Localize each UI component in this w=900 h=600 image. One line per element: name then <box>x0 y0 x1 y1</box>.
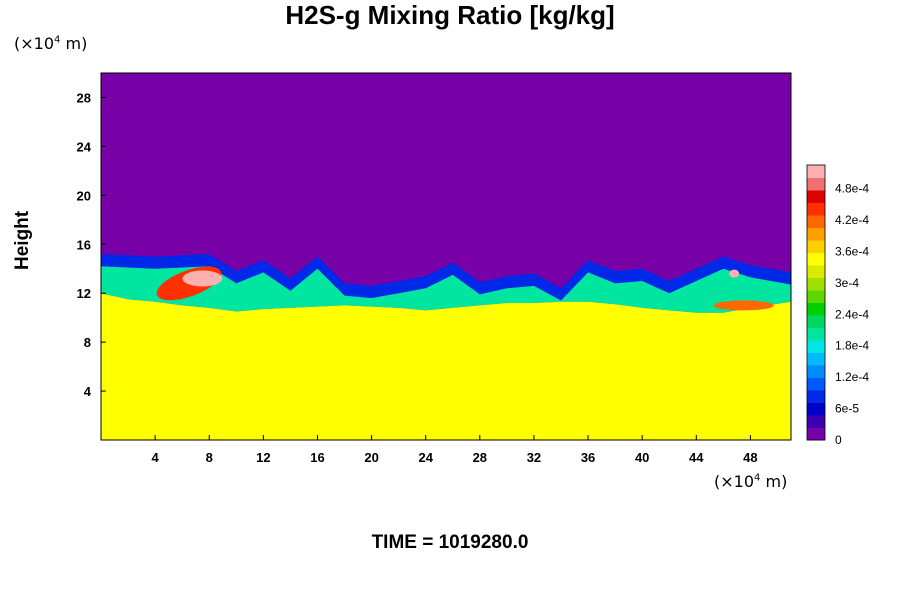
x-axis-unit: (×104 m) <box>714 472 788 491</box>
colorbar-swatch <box>807 265 825 278</box>
colorbar-frame <box>806 164 826 441</box>
y-tick-label: 16 <box>77 237 91 252</box>
colorbar-swatch <box>807 240 825 253</box>
colorbar-label: 6e-5 <box>835 402 859 416</box>
x-tick-label: 4 <box>152 450 160 465</box>
colorbar-swatch <box>807 352 825 366</box>
colorbar-swatch <box>807 402 825 416</box>
colorbar: 0 6e-5 1.2e-4 1.8e-4 2.4e-4 3e-4 3.6e-4 4.2e-4 4… <box>806 164 869 447</box>
colorbar-label: 0 <box>835 433 842 447</box>
time-label: TIME = 1019280.0 <box>371 532 529 553</box>
colorbar-swatch <box>807 302 825 316</box>
colorbar-label: 1.8e-4 <box>835 339 869 353</box>
y-axis-unit: (×104 m) <box>14 34 88 53</box>
colorbar-swatch <box>807 252 825 266</box>
colorbar-swatch <box>807 327 825 341</box>
colorbar-swatch <box>807 290 825 303</box>
colorbar-label: 4.8e-4 <box>835 182 869 196</box>
colorbar-swatch <box>807 415 825 428</box>
colorbar-label: 1.2e-4 <box>835 370 869 384</box>
plot-frame <box>100 72 792 441</box>
colorbar-swatch <box>807 227 825 241</box>
x-tick-label: 20 <box>364 450 378 465</box>
colorbar-swatch <box>807 365 825 378</box>
y-tick-label: 28 <box>77 90 91 105</box>
colorbar-swatch <box>807 277 825 291</box>
y-tick-label: 24 <box>77 139 92 154</box>
x-tick-label: 12 <box>256 450 270 465</box>
x-tick-label: 24 <box>418 450 433 465</box>
colorbar-swatch <box>807 427 825 441</box>
colorbar-swatch <box>807 165 825 178</box>
x-tick-label: 28 <box>473 450 487 465</box>
y-tick-label: 12 <box>77 286 91 301</box>
colorbar-swatch <box>807 177 825 191</box>
heatmap-field <box>101 73 791 440</box>
x-tick-label: 8 <box>206 450 213 465</box>
plume-right <box>713 300 774 311</box>
plume-right-core <box>729 269 740 278</box>
colorbar-label: 4.2e-4 <box>835 213 869 227</box>
colorbar-swatch <box>807 215 825 228</box>
colorbar-swatch <box>807 340 825 353</box>
colorbar-swatch <box>807 315 825 328</box>
mixing-layer-inner <box>101 266 791 313</box>
colorbar-swatch <box>807 202 825 216</box>
y-tick-label: 4 <box>84 384 92 399</box>
x-tick-label: 40 <box>635 450 649 465</box>
colorbar-swatch <box>807 190 825 203</box>
y-axis-ticks: 4 8 12 16 20 24 28 <box>77 90 106 399</box>
plume-left-core <box>182 270 223 287</box>
colorbar-swatch <box>807 390 825 403</box>
colorbar-label: 3.6e-4 <box>835 244 869 258</box>
y-tick-label: 8 <box>84 335 91 350</box>
colorbar-label: 2.4e-4 <box>835 307 869 321</box>
colorbar-swatch <box>807 377 825 391</box>
lower-region <box>101 293 791 440</box>
x-tick-label: 36 <box>581 450 595 465</box>
x-tick-label: 32 <box>527 450 541 465</box>
y-tick-label: 20 <box>77 188 91 203</box>
colorbar-label: 3e-4 <box>835 276 859 290</box>
chart-title: H2S-g Mixing Ratio [kg/kg] <box>285 0 615 30</box>
x-tick-label: 48 <box>743 450 757 465</box>
x-axis-ticks: 4 8 12 16 20 24 28 32 36 40 44 48 <box>152 435 758 465</box>
x-tick-label: 16 <box>310 450 324 465</box>
x-tick-label: 44 <box>689 450 704 465</box>
